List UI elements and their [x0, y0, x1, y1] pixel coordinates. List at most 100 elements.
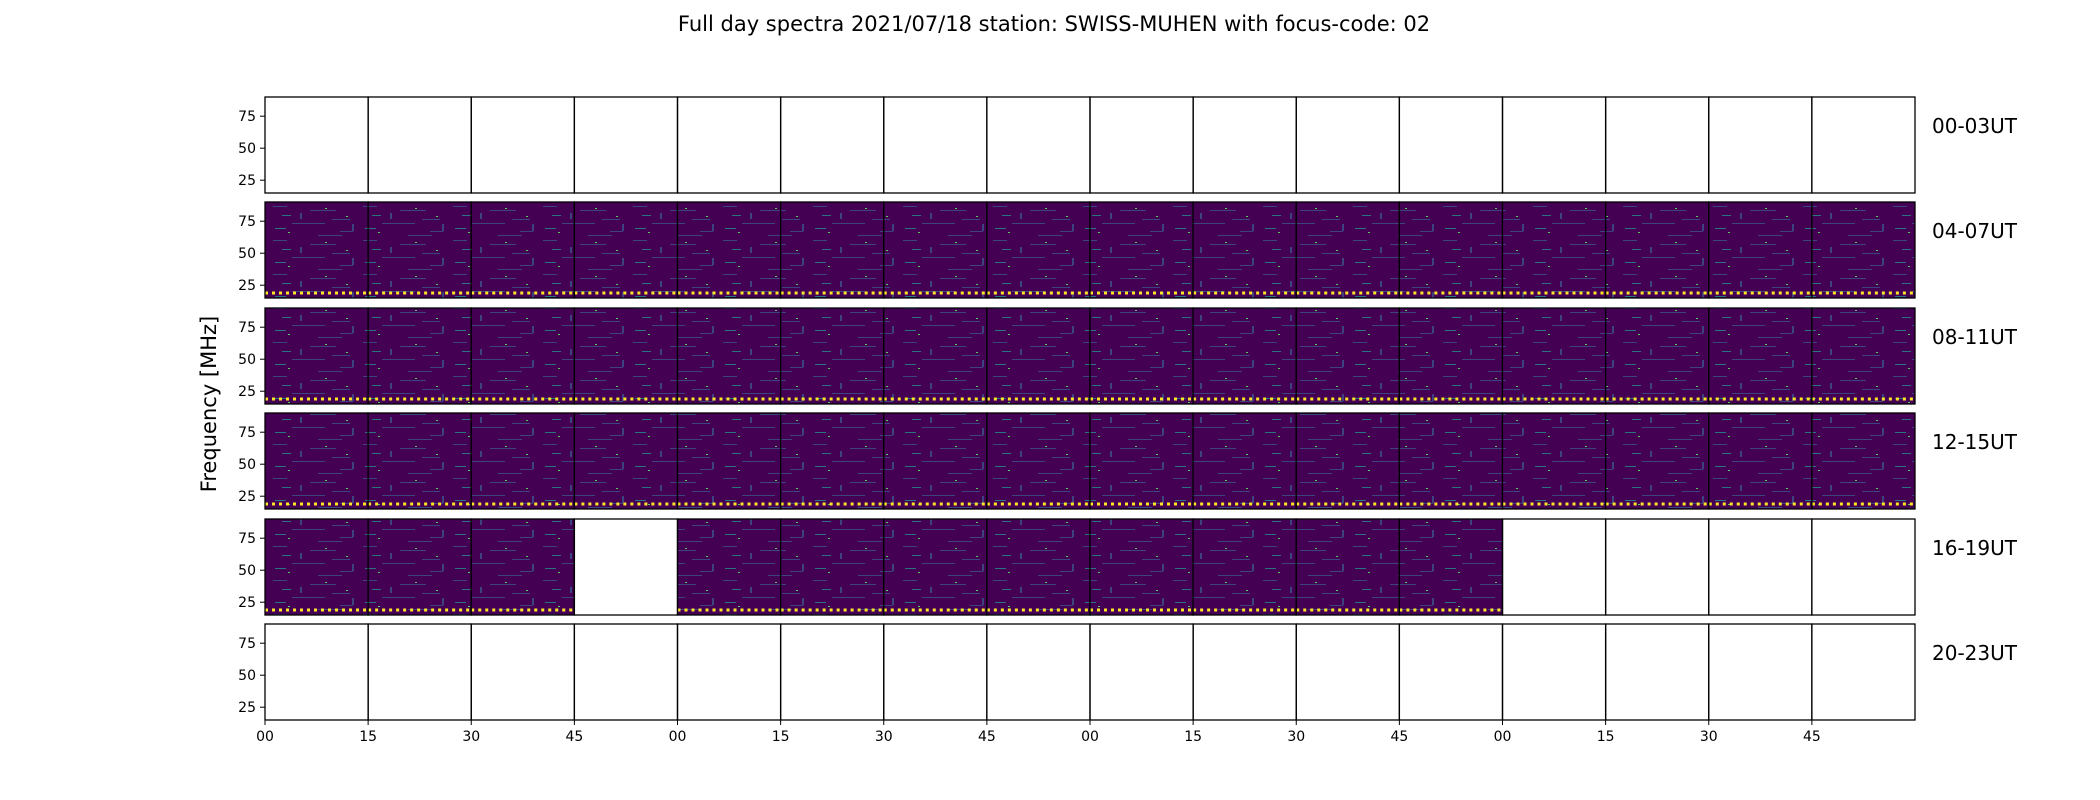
panel-frame [1295, 623, 1401, 721]
spectrum-panel [264, 307, 369, 405]
spectrum-panel [1398, 412, 1504, 510]
panel-frame [1192, 96, 1297, 194]
panel-frame [883, 623, 988, 721]
spectrum-panel [986, 518, 1091, 616]
spectrum-panel [573, 201, 679, 299]
empty-panel [986, 623, 1091, 721]
spectrum-panel [883, 201, 988, 299]
spectrum-panel [1295, 412, 1401, 510]
empty-panel [264, 623, 369, 721]
panel-frame [986, 96, 1091, 194]
spectrum-panel [676, 412, 782, 510]
spectra-row: 75 50 25 20-23UT [238, 623, 2018, 721]
panel-frame [1708, 623, 1813, 721]
spectrum-panel [1295, 201, 1401, 299]
spectra-row: 75 50 25 16-19UT [238, 518, 2018, 616]
x-tick-label: 30 [875, 729, 893, 745]
y-tick-label: 50 [238, 352, 256, 368]
y-tick-label: 25 [238, 489, 256, 505]
x-tick-label: 45 [1390, 729, 1408, 745]
y-tick-label: 25 [238, 700, 256, 716]
panel-frame [1811, 518, 1916, 616]
spectrum-panel [1295, 518, 1401, 616]
spectrum-panel [1398, 518, 1504, 616]
panel-frame [1604, 518, 1710, 616]
panel-frame [1398, 623, 1504, 721]
panel-frame [1501, 96, 1607, 194]
spectrum-panel [367, 201, 472, 299]
panel-frame [264, 623, 369, 721]
spectrum-panel [1811, 307, 1916, 405]
panel-frame [1811, 96, 1916, 194]
panel-frame [1811, 623, 1916, 721]
y-tick-label: 75 [238, 425, 256, 441]
empty-panel [986, 96, 1091, 194]
y-tick-label: 50 [238, 141, 256, 157]
empty-panel [1089, 96, 1194, 194]
empty-panel [1398, 96, 1504, 194]
spectrum-panel [1295, 307, 1401, 405]
empty-panel [470, 623, 576, 721]
spectrum-panel [779, 307, 885, 405]
empty-panel [573, 518, 679, 616]
x-tick-label: 30 [462, 729, 480, 745]
spectrum-panel [1089, 201, 1194, 299]
spectrum-panel [470, 412, 576, 510]
spectrum-panel [883, 518, 988, 616]
y-tick-label: 25 [238, 384, 256, 400]
empty-panel [1192, 96, 1297, 194]
spectrum-panel [1398, 201, 1504, 299]
x-tick-label: 30 [1287, 729, 1305, 745]
y-tick-label: 50 [238, 246, 256, 262]
spectrum-panel [1708, 412, 1813, 510]
empty-panel [1089, 623, 1194, 721]
spectrum-panel [1192, 518, 1297, 616]
spectra-row: 75 50 25 12-15UT [238, 412, 2018, 510]
y-tick-label: 25 [238, 173, 256, 189]
spectra-row: 75 50 25 00-03UT [238, 96, 2018, 194]
empty-panel [1708, 623, 1813, 721]
x-tick-label: 15 [1597, 729, 1615, 745]
spectrum-panel [676, 201, 782, 299]
spectrum-panel [779, 412, 885, 510]
panel-frame [1501, 518, 1607, 616]
y-tick-label: 25 [238, 278, 256, 294]
x-tick-label: 00 [1081, 729, 1099, 745]
y-tick-label: 75 [238, 320, 256, 336]
panel-frame [1501, 623, 1607, 721]
empty-panel [367, 96, 472, 194]
panel-frame [779, 623, 885, 721]
empty-panel [883, 623, 988, 721]
row-label: 16-19UT [1932, 536, 2018, 560]
x-tick-label: 15 [359, 729, 377, 745]
panel-frame [779, 96, 885, 194]
spectrum-panel [1501, 201, 1607, 299]
x-tick-label: 15 [1184, 729, 1202, 745]
spectra-row: 75 50 25 08-11UT [238, 307, 2018, 405]
y-tick-label: 75 [238, 109, 256, 125]
spectrum-panel [1604, 412, 1710, 510]
x-tick-label: 00 [256, 729, 274, 745]
panel-frame [676, 96, 782, 194]
y-tick-label: 75 [238, 531, 256, 547]
spectrum-panel [1501, 412, 1607, 510]
panel-frame [1398, 96, 1504, 194]
row-label: 08-11UT [1932, 325, 2018, 349]
panel-frame [1604, 96, 1710, 194]
spectrum-panel [1192, 201, 1297, 299]
x-tick-label: 45 [978, 729, 996, 745]
empty-panel [1604, 96, 1710, 194]
y-axis-label: Frequency [MHz] [197, 316, 221, 492]
panel-frame [1295, 96, 1401, 194]
spectrum-panel [986, 412, 1091, 510]
panel-frame [1708, 518, 1813, 616]
spectrum-panel [883, 307, 988, 405]
empty-panel [1708, 518, 1813, 616]
panel-frame [676, 623, 782, 721]
panel-frame [1604, 623, 1710, 721]
panel-frame [367, 96, 472, 194]
panel-frame [986, 623, 1091, 721]
y-tick-label: 50 [238, 457, 256, 473]
spectrum-panel [1192, 307, 1297, 405]
